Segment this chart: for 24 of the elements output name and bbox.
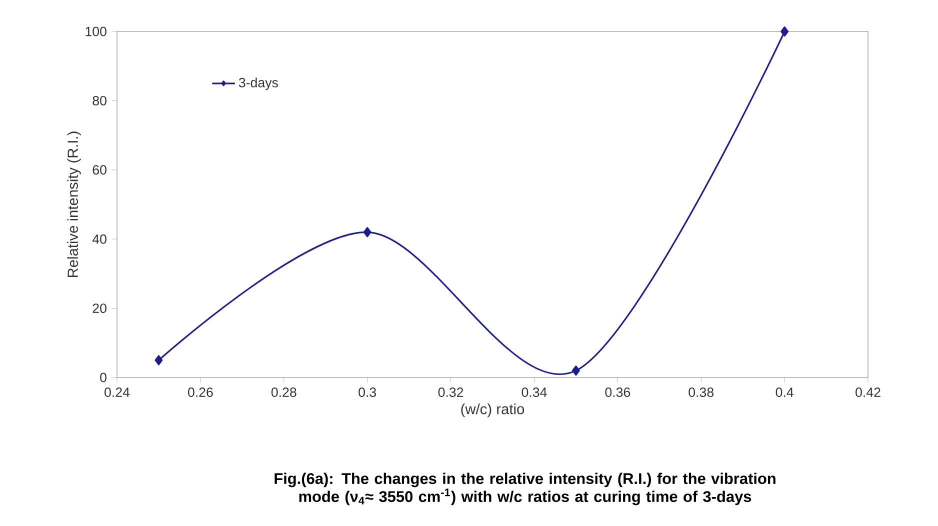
text: Fig.(6a): The changes in the relative intensity (R.I.) for the vibration mode (ν$_{4}$≈ 3550 cm$^{-1}$) with w/c ratios at curing time of 3-days xyxy=(274,472,776,506)
y-tick-label: 60 xyxy=(92,165,106,175)
x-tick-label: 0.42 xyxy=(856,388,880,397)
y-tick-label: 80 xyxy=(92,96,106,106)
point xyxy=(154,355,163,366)
x-tick-label: 0.36 xyxy=(605,388,630,397)
point xyxy=(363,227,372,238)
x-tick-label: 0.4 xyxy=(776,388,794,397)
x-tick-label: 0.32 xyxy=(438,388,464,397)
y-tick-label: 0 xyxy=(100,372,106,382)
x-tick-label: 0.28 xyxy=(271,388,296,397)
y-tick-label: 100 xyxy=(86,26,106,36)
x-tick-label: 0.34 xyxy=(522,388,547,397)
x-axis-title: (w/c) ratio xyxy=(461,403,524,418)
y-tick-label: 40 xyxy=(92,234,106,244)
x-tick-label: 0.26 xyxy=(188,388,213,397)
x-tick-label: 0.3 xyxy=(358,388,376,397)
y-axis-title: Relative intensity (R.I.) xyxy=(67,132,81,278)
x-tick-label: 0.38 xyxy=(688,388,714,397)
y-tick-label: 20 xyxy=(92,304,106,314)
legend-label: 3-days xyxy=(238,78,278,90)
point xyxy=(780,26,789,37)
x-tick-label: 0.24 xyxy=(104,388,130,397)
point xyxy=(572,366,580,376)
